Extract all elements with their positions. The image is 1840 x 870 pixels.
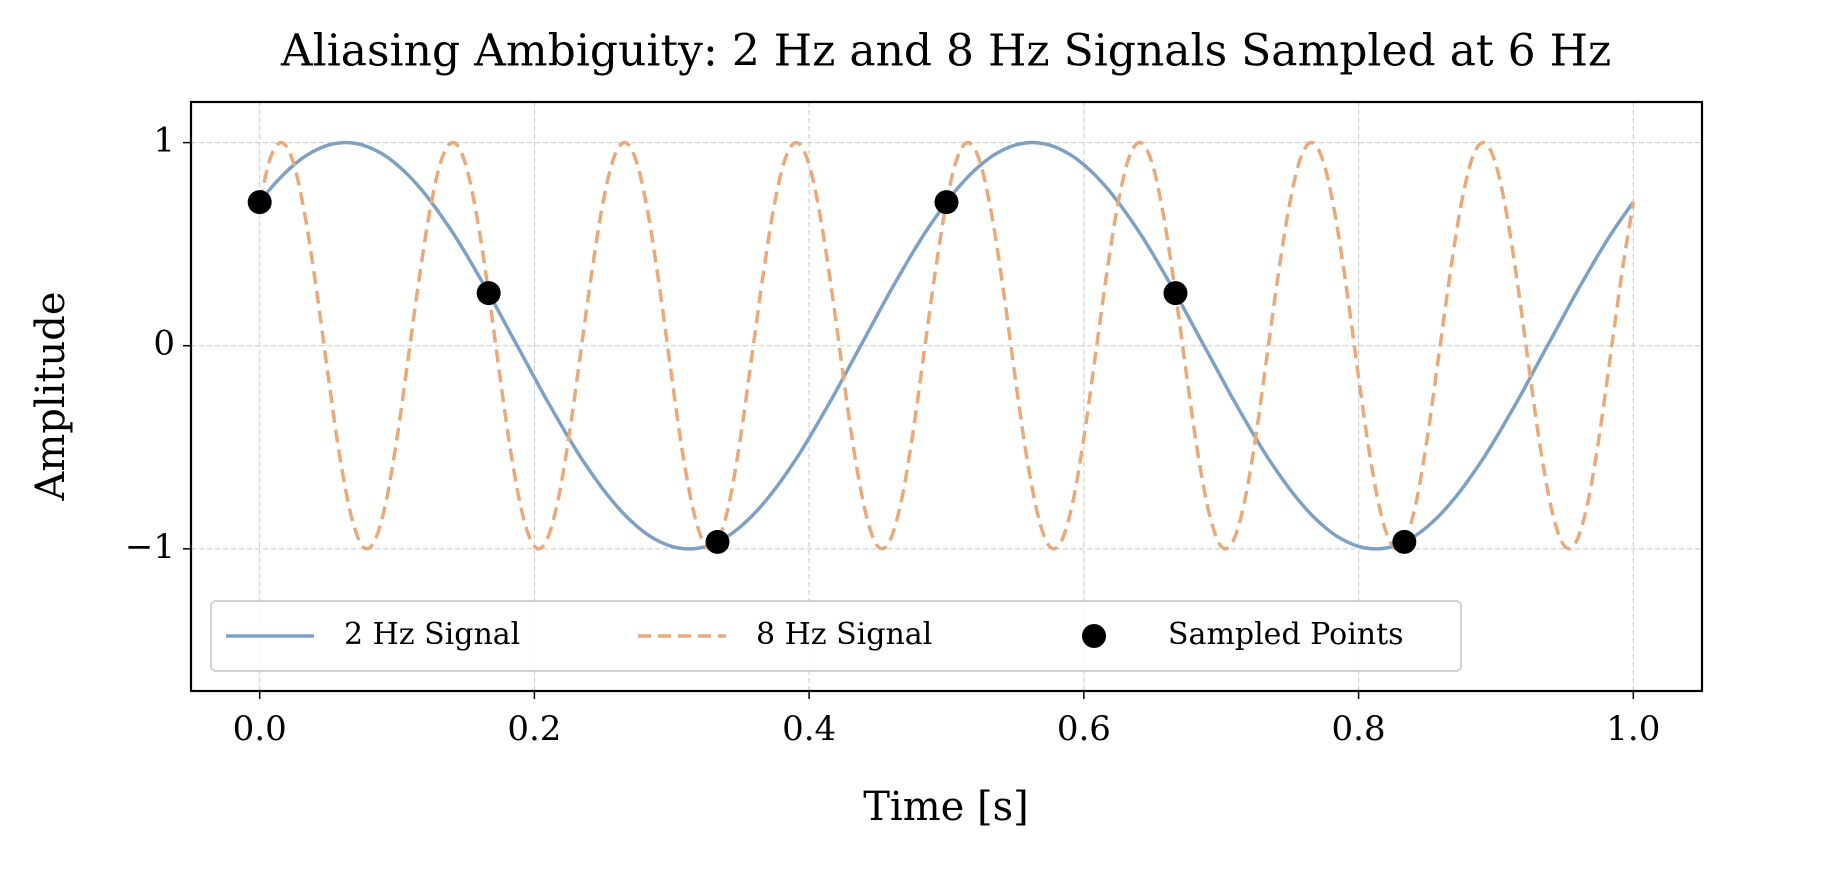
legend-box <box>210 600 1462 672</box>
sample-point <box>247 190 272 215</box>
sample-point <box>476 281 501 306</box>
y-axis-label: Amplitude <box>28 291 74 501</box>
x-tick-label: 0.2 <box>507 709 561 749</box>
x-tick-label: 1.0 <box>1606 709 1660 749</box>
y-tick-label: 1 <box>153 121 175 161</box>
sample-point <box>705 529 730 554</box>
legend-label: Sampled Points <box>1168 617 1404 652</box>
sample-point <box>934 190 959 215</box>
y-tick-label: 0 <box>153 324 175 364</box>
legend-label: 8 Hz Signal <box>756 617 932 652</box>
plot-frame <box>189 100 1704 693</box>
legend-label: 2 Hz Signal <box>344 617 520 652</box>
x-tick-label: 0.6 <box>1057 709 1111 749</box>
legend-marker <box>1082 624 1106 648</box>
sample-point <box>1392 529 1417 554</box>
y-tick-label: −1 <box>125 527 175 567</box>
chart-title: Aliasing Ambiguity: 2 Hz and 8 Hz Signal… <box>280 26 1611 77</box>
x-tick-label: 0.0 <box>233 709 287 749</box>
x-tick-label: 0.4 <box>782 709 836 749</box>
x-tick-label: 0.8 <box>1332 709 1386 749</box>
x-axis-label: Time [s] <box>863 784 1029 830</box>
sample-point <box>1163 281 1188 306</box>
